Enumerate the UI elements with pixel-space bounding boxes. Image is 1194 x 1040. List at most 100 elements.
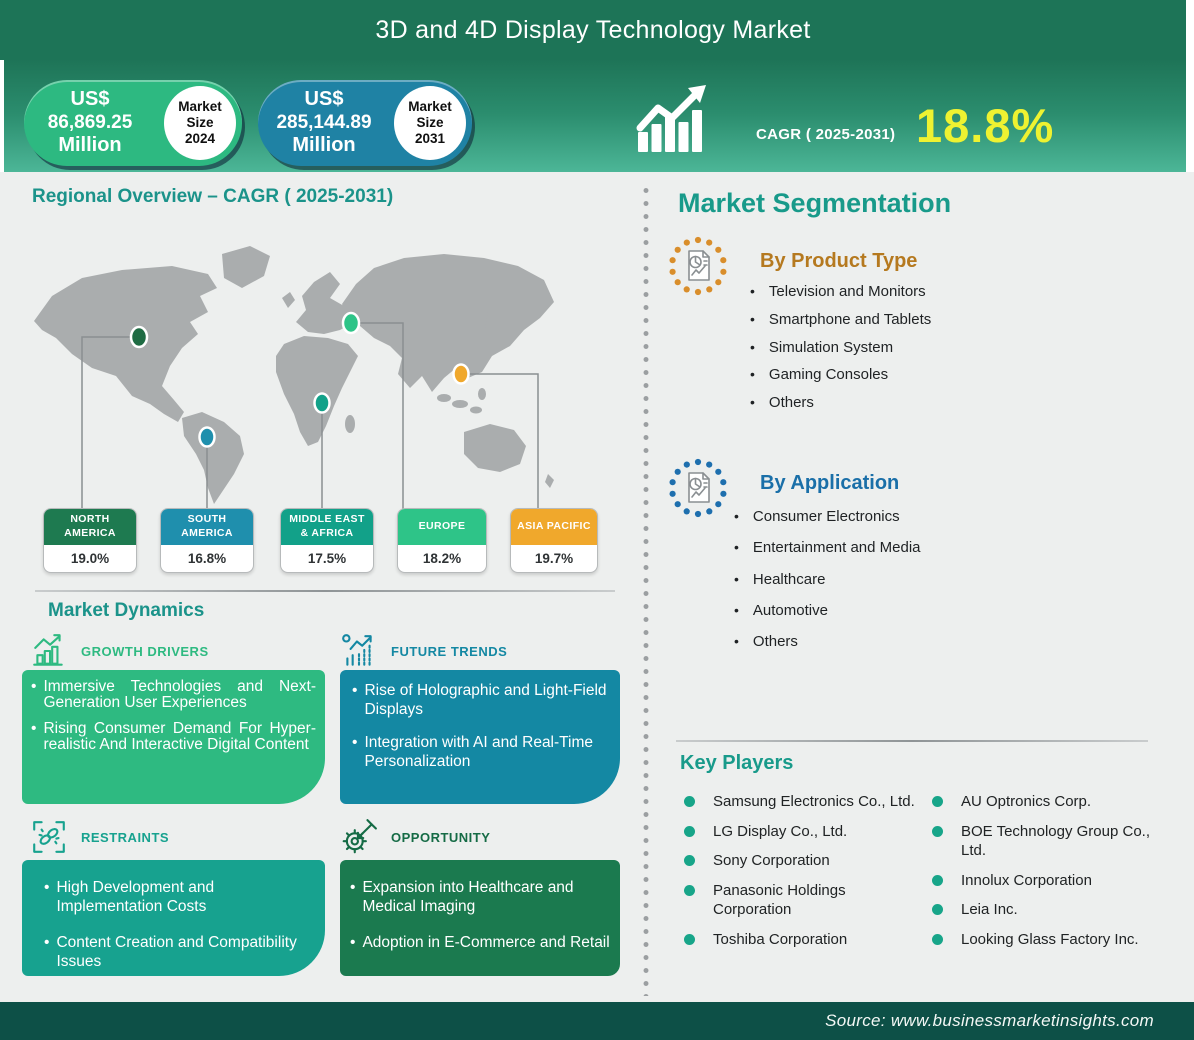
list-item: Others [734,633,974,652]
application-item: Consumer Electronics [752,508,900,525]
map-connector-lines [81,322,539,510]
key-player-name: Leia Inc. [961,901,1018,918]
market-size-2024-value: US$ 86,869.25 Million [24,88,156,158]
unit-label: Million [292,134,356,157]
region-card-asia-pacific: ASIA PACIFIC 19.7% [510,508,598,573]
region-name: EUROPE [398,509,486,545]
growth-driver-text: Rising Consumer Demand For Hyper-realist… [43,719,316,754]
application-item: Automotive [752,601,828,619]
growth-chart-icon [636,85,706,152]
key-player: LG Display Co., Ltd. [684,822,922,842]
list-item: Television and Monitors [750,283,940,302]
by-application-heading: By Application [760,472,900,494]
hero-band: US$ 86,869.25 Million Market Size 2024 U… [0,60,1186,172]
cagr-label: CAGR ( 2025-2031) [756,126,896,143]
title-bar: 3D and 4D Display Technology Market [0,0,1186,60]
footer-bar: Source: www.businessmarketinsights.com [0,1002,1194,1040]
key-player: Innolux Corporation [932,871,1178,891]
list-item: Simulation System [750,339,940,358]
key-player: AU Optronics Corp. [932,792,1178,812]
world-map [34,246,554,510]
badge-year: 2031 [414,131,446,147]
region-cagr: 16.8% [187,551,227,566]
restraint-item: • Content Creation and Compatibility Issu… [44,933,311,972]
growth-driver-text: Immersive Technologies and Next-Generati… [43,678,316,712]
application-item: Entertainment and Media [752,539,921,557]
source-text: Source: www.businessmarketinsights.com [825,1011,1154,1030]
growth-driver-item: • Immersive Technologies and Next-Generat… [31,678,316,712]
key-player-name: Innolux Corporation [961,871,1092,889]
product-type-item: Others [768,394,814,411]
opportunity-text: Adoption in E-Commerce and Retail [362,933,610,951]
region-name: SOUTH AMERICA [161,509,253,545]
bullet: • [44,879,50,896]
region-card-europe: EUROPE 18.2% [397,508,487,573]
key-player: Looking Glass Factory Inc. [932,930,1178,950]
key-player-name: LG Display Co., Ltd. [713,822,848,840]
opportunity-label: OPPORTUNITY [391,829,491,845]
market-segmentation-title: Market Segmentation [678,188,952,218]
list-item: Smartphone and Tablets [750,311,940,330]
list-item: Entertainment and Media [734,539,974,558]
restraints-header: RESTRAINTS [30,818,169,856]
application-item: Others [752,633,798,650]
bullet: • [352,682,358,699]
regional-overview-title: Regional Overview – CAGR ( 2025-2031) [32,186,394,207]
region-cagr: 18.2% [422,551,462,566]
region-cagr: 19.7% [534,551,574,566]
region-name: ASIA PACIFIC [511,509,597,545]
product-type-list: Television and Monitors Smartphone and T… [750,283,940,422]
product-type-report-icon [669,236,727,296]
list-item: Healthcare [734,571,974,590]
opportunity-item: • Adoption in E-Commerce and Retail [350,933,612,952]
bullet: • [44,933,50,951]
opportunity-item: • Expansion into Healthcare and Medical I… [350,878,612,917]
key-player-name: Looking Glass Factory Inc. [961,930,1139,948]
restraints-icon [33,821,65,853]
badge-word-market: Market [178,98,222,114]
cagr-value: 18.8% [916,99,1055,152]
map-marker-south-america [198,426,216,448]
restraint-text: High Development and Implementation Cost… [56,879,215,916]
restraints-box: • High Development and Implementation Cos… [22,860,325,976]
list-item: Automotive [734,602,974,621]
list-item: Gaming Consoles [750,366,940,385]
map-continents [34,246,554,504]
market-size-2031-value: US$ 285,144.89 Million [258,88,390,158]
unit-label: Million [58,134,122,157]
growth-drivers-icon [33,634,63,666]
map-marker-middle-east-africa [313,392,331,414]
region-cagr: 17.5% [307,551,347,566]
badge-word-market: Market [408,98,452,114]
opportunity-text: Expansion into Healthcare and Medical Im… [362,879,574,916]
map-markers [129,311,470,448]
vertical-dotted-divider [643,184,649,996]
product-type-item: Smartphone and Tablets [768,310,932,328]
product-type-item: Gaming Consoles [768,366,889,384]
map-marker-asia-pacific [452,363,470,385]
region-name: MIDDLE EAST & AFRICA [281,509,373,545]
list-item: Others [750,394,940,413]
key-players-column-2: AU Optronics Corp. BOE Technology Group … [932,792,1178,959]
future-trends-icon [342,634,372,666]
badge-word-size: Size [416,114,444,130]
page-title: 3D and 4D Display Technology Market [375,15,811,44]
currency-label: US$ [70,88,110,111]
list-item: Consumer Electronics [734,508,974,527]
future-trends-header: FUTURE TRENDS [340,632,507,670]
key-player: Toshiba Corporation [684,930,922,950]
map-marker-europe [341,311,361,335]
key-player: Sony Corporation [684,851,922,871]
left-section-divider [35,590,615,592]
product-type-item: Simulation System [768,338,894,356]
key-player-name: Samsung Electronics Co., Ltd. [713,793,915,810]
bullet: • [31,719,37,737]
bullet: • [352,734,358,752]
key-players-column-1: Samsung Electronics Co., Ltd. LG Display… [684,792,922,959]
key-player-name: AU Optronics Corp. [961,793,1092,810]
key-player: BOE Technology Group Co., Ltd. [932,822,1178,861]
region-card-middle-east-africa: MIDDLE EAST & AFRICA 17.5% [280,508,374,573]
growth-drivers-label: GROWTH DRIVERS [81,643,209,659]
map-marker-north-america [129,325,149,349]
market-size-2024-number: 86,869.25 [47,111,133,133]
